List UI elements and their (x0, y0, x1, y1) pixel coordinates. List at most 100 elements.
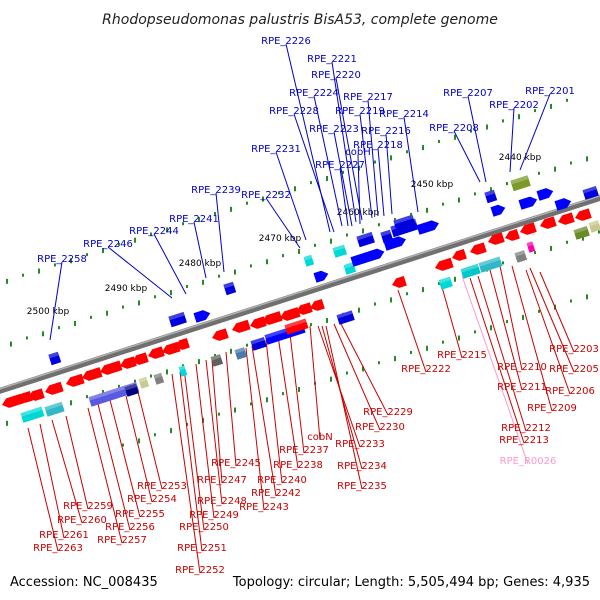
reverse-gene-feature (82, 367, 103, 381)
track-tick (438, 139, 440, 143)
track-tick (374, 302, 376, 306)
track-tick (198, 359, 200, 365)
reverse-gene-feature (153, 372, 165, 385)
reverse-gene-feature (488, 232, 505, 245)
track-tick (294, 186, 296, 192)
leader-line (265, 339, 283, 484)
reverse-gene-label: RPE_2248 (197, 496, 247, 507)
forward-gene-label: RPE_2214 (379, 109, 429, 120)
forward-gene-feature (536, 188, 554, 201)
track-tick (458, 197, 460, 203)
reverse-gene-label: RPE_2205 (549, 364, 599, 375)
forward-gene-feature (223, 281, 237, 296)
leader-line (335, 77, 363, 221)
reverse-gene-label: RPE_2203 (549, 344, 599, 355)
leader-line (525, 269, 571, 395)
leader-line (97, 403, 131, 531)
forward-gene-feature (490, 204, 506, 217)
leader-line (277, 335, 299, 469)
forward-gene-label: RPE_2221 (307, 54, 357, 65)
track-tick (186, 422, 188, 426)
kbp-label: 2440 kbp (499, 153, 542, 163)
leader-line (309, 325, 321, 441)
leader-line (137, 391, 163, 490)
track-tick (262, 196, 264, 202)
track-tick (6, 420, 8, 426)
track-tick (10, 341, 12, 347)
track-tick (582, 235, 584, 241)
reverse-gene-feature (575, 208, 592, 221)
track-tick (438, 281, 440, 285)
track-tick (6, 278, 8, 284)
forward-gene-label: RPE_2216 (361, 126, 411, 137)
leader-line (39, 423, 65, 539)
track-tick (154, 295, 156, 299)
summary-text: Topology: circular; Length: 5,505,494 bp… (232, 575, 590, 590)
track-tick (106, 310, 108, 316)
kbp-label: 2470 kbp (259, 234, 302, 244)
reverse-gene-label: RPE_2222 (401, 364, 451, 375)
leader-line (193, 221, 207, 279)
kbp-label: 2450 kbp (411, 180, 454, 190)
forward-gene-feature (48, 351, 62, 366)
track-tick (250, 402, 252, 406)
track-tick (426, 207, 428, 213)
reverse-gene-label: RPE_2263 (33, 543, 83, 554)
track-tick (358, 165, 360, 171)
reverse-gene-feature (210, 354, 224, 367)
reverse-gene-feature (296, 302, 313, 315)
leader-line (125, 395, 153, 503)
reverse-gene-label: RPE_2245 (211, 458, 261, 469)
reverse-gene-feature (138, 376, 150, 389)
reverse-gene-feature (162, 341, 181, 355)
leader-line (439, 279, 463, 359)
reverse-gene-label: RPE_2212 (501, 423, 551, 434)
track-tick (534, 251, 536, 255)
track-tick (230, 206, 232, 212)
reverse-gene-label: RPE_2254 (127, 494, 177, 505)
reverse-gene-label: RPE_2213 (499, 435, 549, 446)
track-tick (554, 166, 556, 172)
reverse-gene-feature (336, 310, 355, 325)
kbp-label: 2460 kbp (337, 208, 380, 218)
track-tick (490, 325, 492, 331)
track-tick (102, 247, 104, 253)
leader-line (529, 267, 575, 373)
track-tick (182, 364, 184, 368)
leader-line (275, 151, 307, 241)
track-tick (310, 181, 312, 185)
forward-gene-feature (416, 220, 439, 235)
track-tick (122, 305, 124, 309)
gene-labels: RPE_2226 RPE_2221 RPE_2220 RPE_2224 RPE_2217… (33, 36, 599, 576)
leader-line (359, 113, 373, 219)
reverse-gene-label: RPE_2238 (273, 460, 323, 471)
track-tick (298, 386, 300, 392)
track-tick (70, 400, 72, 406)
leader-line (499, 265, 523, 371)
kbp-label: 2490 kbp (105, 284, 148, 294)
forward-gene-label: RPE_2220 (311, 70, 361, 81)
reverse-gene-label: RPE_2257 (97, 535, 147, 546)
reverse-gene-feature (232, 319, 251, 333)
track-tick (422, 145, 424, 151)
track-tick (390, 155, 392, 161)
kbp-label: 2480 kbp (179, 259, 222, 269)
forward-gene-feature (510, 175, 531, 192)
forward-gene-label: RPE_2227 (315, 160, 365, 171)
reverse-gene-label: RPE_2242 (251, 488, 301, 499)
track-tick (42, 331, 44, 337)
leader-line (325, 325, 363, 490)
track-tick (182, 222, 184, 226)
reverse-gene-feature (505, 228, 520, 241)
track-tick (502, 119, 504, 123)
leader-line (215, 192, 225, 273)
kbp-label: 2500 kbp (27, 307, 70, 317)
kbp-labels: 2440 kbp 2450 kbp 2460 kbp 2470 kbp 2480 kbp… (27, 153, 542, 317)
track-tick (246, 343, 248, 347)
track-tick (454, 134, 456, 140)
track-tick (150, 232, 152, 236)
leader-line (153, 233, 187, 295)
leader-line (403, 116, 419, 213)
track-tick (374, 160, 376, 164)
track-tick (198, 217, 200, 223)
